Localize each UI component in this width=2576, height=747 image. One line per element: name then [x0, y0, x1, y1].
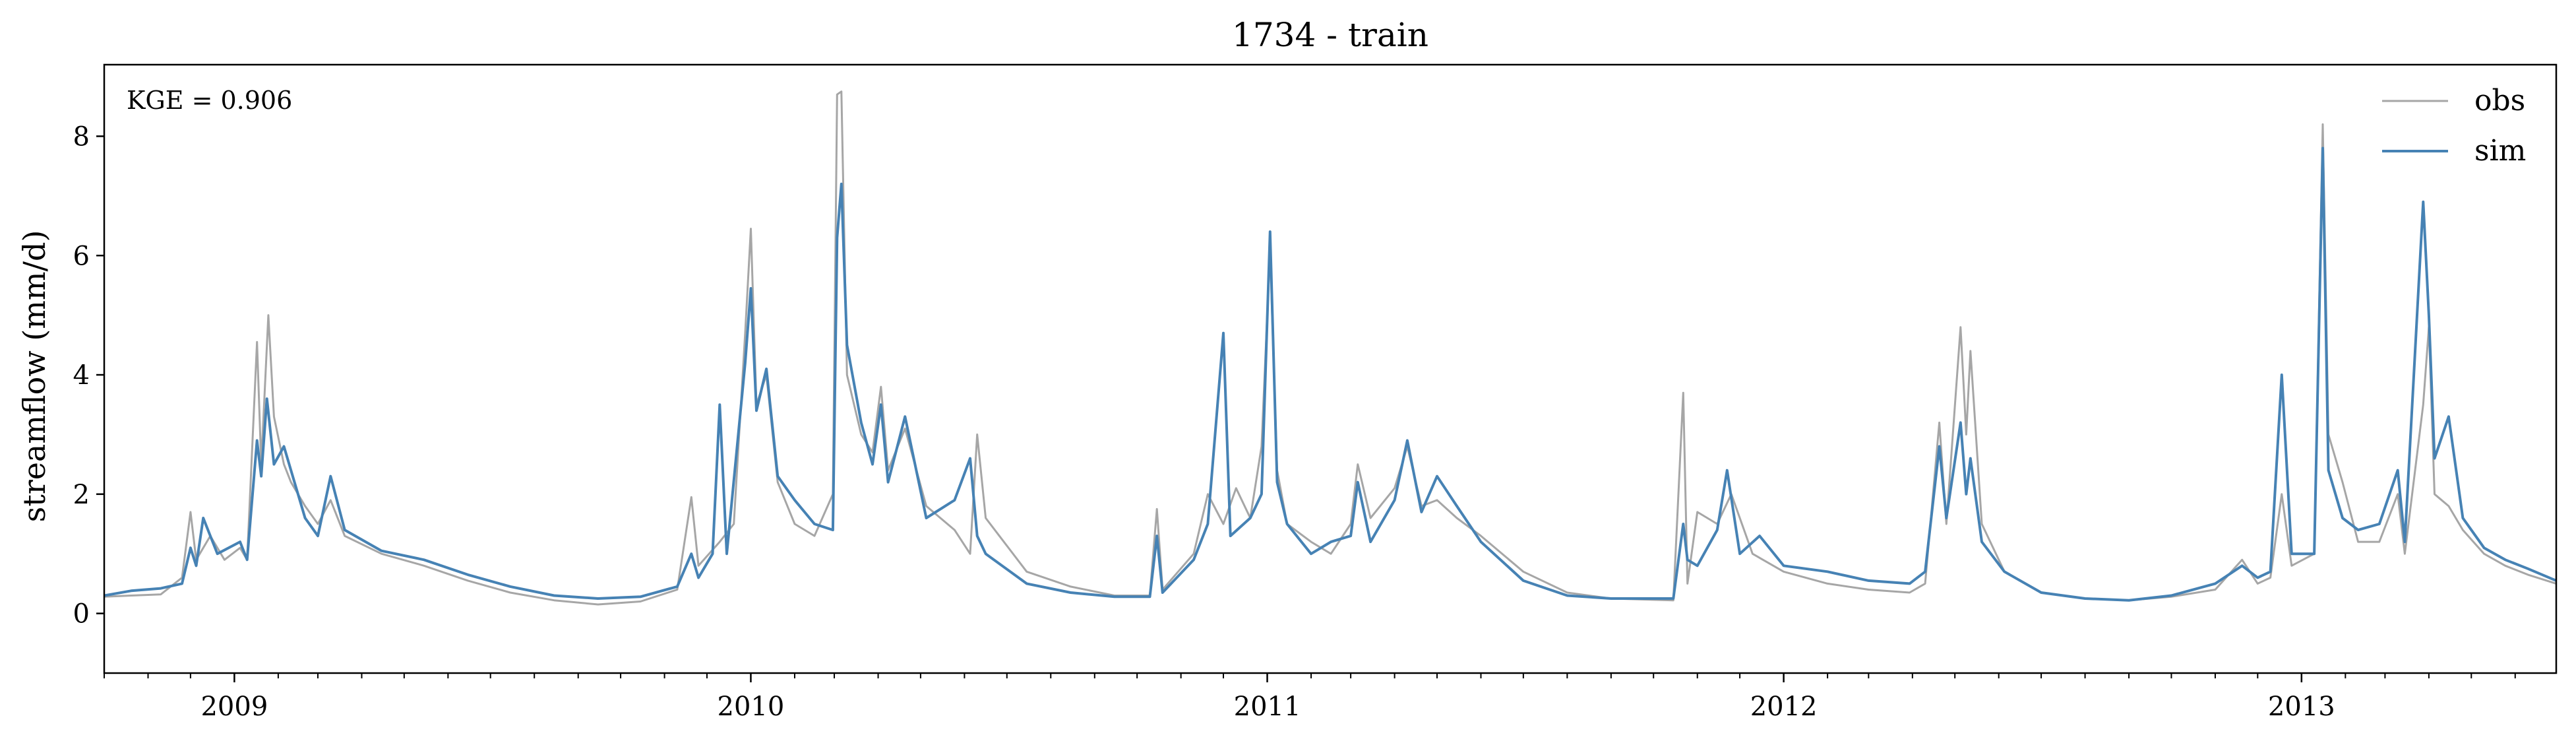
- x-tick-label: 2012: [1750, 692, 1818, 722]
- plot-frame: [103, 63, 2558, 674]
- chart-title: 1734 - train: [1232, 16, 1428, 54]
- y-tick-label: 0: [73, 599, 90, 630]
- legend: obs sim: [2382, 84, 2526, 168]
- x-tick-label: 2009: [200, 692, 268, 722]
- y-tick-label: 2: [73, 480, 90, 510]
- x-tick-label: 2010: [718, 692, 785, 722]
- y-tick-label: 4: [73, 360, 90, 391]
- series-line-sim: [104, 146, 2556, 602]
- y-axis: 0 2 4 6 8: [73, 121, 104, 630]
- series-line-obs: [104, 90, 2556, 606]
- x-tick-label: 2011: [1234, 692, 1301, 722]
- kge-annotation: KGE = 0.906: [127, 86, 292, 115]
- legend-label-sim: sim: [2474, 134, 2526, 168]
- x-axis: 2009 2010 2011 2012 2013: [104, 673, 2516, 722]
- legend-label-obs: obs: [2474, 84, 2525, 117]
- series-layer: [104, 90, 2556, 606]
- y-tick-label: 6: [73, 241, 90, 271]
- x-tick-label: 2013: [2268, 692, 2335, 722]
- y-tick-label: 8: [73, 121, 90, 152]
- y-axis-label: streamflow (mm/d): [16, 230, 52, 523]
